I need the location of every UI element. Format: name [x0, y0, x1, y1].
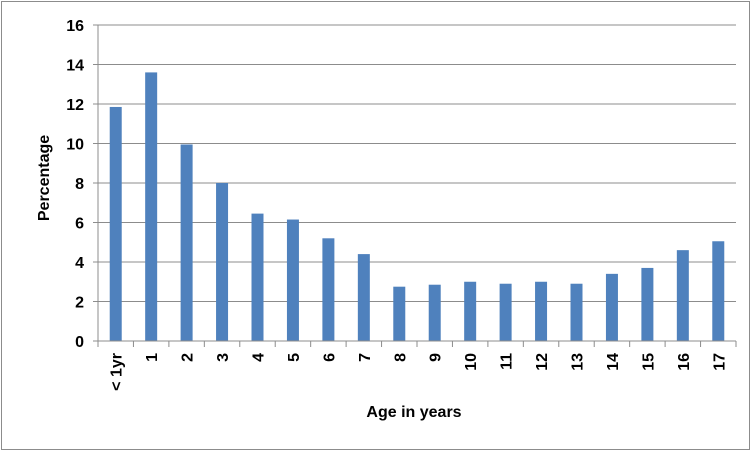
bar: [712, 241, 725, 341]
y-tick-label: 2: [75, 295, 84, 312]
bar: [641, 267, 654, 341]
x-tick-label: 8: [392, 353, 409, 362]
bar: [216, 183, 229, 341]
x-tick-label: 17: [711, 353, 728, 371]
x-tick-label: 3: [215, 353, 232, 362]
y-tick-label: 10: [66, 137, 84, 154]
bars: [98, 72, 736, 342]
x-tick-label: 9: [428, 353, 445, 362]
y-axis-title: Percentage: [36, 135, 53, 221]
y-tick-label: 0: [75, 334, 84, 351]
x-tick-label: 6: [321, 353, 338, 362]
x-tick-label: 12: [534, 353, 551, 371]
x-tick-label: 11: [499, 353, 516, 370]
y-tick-label: 16: [66, 18, 84, 35]
x-tick-label: 1: [144, 353, 161, 362]
bar: [605, 273, 618, 341]
bar: [145, 72, 158, 342]
bar: [286, 219, 299, 341]
x-tick-label: 13: [570, 353, 587, 371]
bar: [393, 286, 406, 341]
grid-lines: [93, 24, 737, 347]
x-tick-label: 15: [640, 353, 657, 371]
bar: [357, 254, 370, 341]
y-tick-label: 12: [66, 97, 84, 114]
bar: [180, 144, 193, 341]
x-axis-title: Age in years: [366, 404, 461, 421]
x-tick-label: 14: [605, 353, 622, 371]
bar: [322, 238, 335, 341]
x-tick-label: 5: [286, 353, 303, 362]
x-tick-label: 4: [251, 353, 268, 362]
bar: [428, 284, 441, 341]
x-tick-labels: < 1yr 1 2 3 4 5 6 7 8 9 10 11 12 13 14 15 16 17: [109, 353, 729, 391]
bar: [535, 281, 548, 341]
bar: [251, 213, 264, 341]
y-tick-label: 6: [75, 216, 84, 233]
x-tick-label: < 1yr: [109, 353, 126, 391]
x-tick-label: 2: [180, 353, 197, 362]
y-tick-label: 4: [75, 255, 84, 272]
bar: [499, 283, 512, 341]
y-tick-label: 14: [66, 58, 84, 75]
x-tick-label: 16: [676, 353, 693, 371]
x-tick-label: 7: [357, 353, 374, 362]
bar: [109, 106, 122, 342]
bar: [464, 281, 477, 341]
y-tick-label: 8: [75, 176, 84, 193]
bar: [676, 250, 689, 341]
y-tick-labels: 0 2 4 6 8 10 12 14 16: [66, 18, 84, 351]
bar: [570, 283, 583, 341]
x-tick-label: 10: [463, 353, 480, 371]
